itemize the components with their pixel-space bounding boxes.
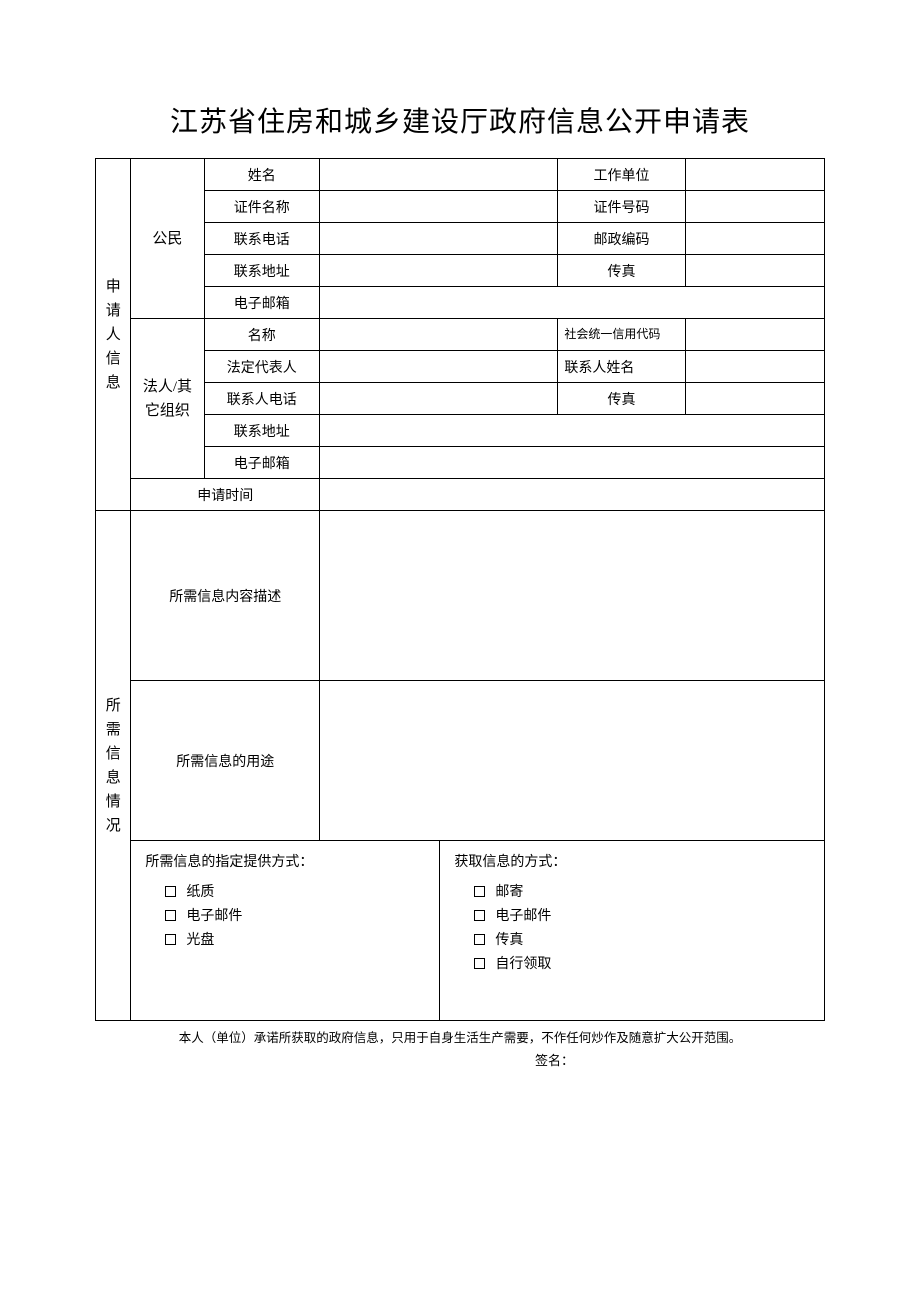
citizen-name-field[interactable] <box>320 159 558 191</box>
citizen-email-field[interactable] <box>320 287 825 319</box>
citizen-idno-label: 证件号码 <box>558 191 685 223</box>
legal-contactname-label: 联系人姓名 <box>558 351 685 383</box>
info-purpose-field[interactable] <box>320 681 825 841</box>
citizen-phone-field[interactable] <box>320 223 558 255</box>
checkbox-icon[interactable] <box>474 886 485 897</box>
provide-opt-paper[interactable]: 纸质 <box>165 881 425 901</box>
legal-rep-label: 法定代表人 <box>204 351 320 383</box>
legal-email-label: 电子邮箱 <box>204 447 320 479</box>
citizen-fax-field[interactable] <box>685 255 824 287</box>
apply-time-label: 申请时间 <box>131 479 320 511</box>
obtain-opt-pickup[interactable]: 自行领取 <box>474 953 810 973</box>
legal-fax-field[interactable] <box>685 383 824 415</box>
obtain-method-cell: 获取信息的方式： 邮寄 电子邮件 传真 自行领取 <box>440 841 825 1021</box>
checkbox-icon[interactable] <box>165 910 176 921</box>
legal-contactphone-field[interactable] <box>320 383 558 415</box>
provide-method-cell: 所需信息的指定提供方式： 纸质 电子邮件 光盘 <box>131 841 440 1021</box>
signature-label: 签名： <box>95 1050 825 1069</box>
citizen-idno-field[interactable] <box>685 191 824 223</box>
citizen-idname-label: 证件名称 <box>204 191 320 223</box>
obtain-opt-email[interactable]: 电子邮件 <box>474 905 810 925</box>
checkbox-icon[interactable] <box>165 934 176 945</box>
citizen-email-label: 电子邮箱 <box>204 287 320 319</box>
legal-name-field[interactable] <box>320 319 558 351</box>
citizen-fax-label: 传真 <box>558 255 685 287</box>
legal-addr-field[interactable] <box>320 415 825 447</box>
citizen-postcode-label: 邮政编码 <box>558 223 685 255</box>
provide-method-title: 所需信息的指定提供方式： <box>145 851 425 871</box>
application-form-table: 申请人信息 公民 姓名 工作单位 证件名称 证件号码 联系电话 邮政编码 联系地… <box>95 158 825 1021</box>
provide-opt-email[interactable]: 电子邮件 <box>165 905 425 925</box>
info-desc-field[interactable] <box>320 511 825 681</box>
checkbox-icon[interactable] <box>474 958 485 969</box>
footer-statement: 本人（单位）承诺所获取的政府信息，只用于自身生活生产需要，不作任何炒作及随意扩大… <box>95 1027 825 1046</box>
citizen-phone-label: 联系电话 <box>204 223 320 255</box>
provide-opt-cd[interactable]: 光盘 <box>165 929 425 949</box>
obtain-opt-mail[interactable]: 邮寄 <box>474 881 810 901</box>
citizen-addr-field[interactable] <box>320 255 558 287</box>
checkbox-icon[interactable] <box>474 934 485 945</box>
citizen-idname-field[interactable] <box>320 191 558 223</box>
page-title: 江苏省住房和城乡建设厅政府信息公开申请表 <box>95 100 825 140</box>
legal-name-label: 名称 <box>204 319 320 351</box>
legal-uscc-field[interactable] <box>685 319 824 351</box>
citizen-name-label: 姓名 <box>204 159 320 191</box>
info-desc-label: 所需信息内容描述 <box>131 511 320 681</box>
obtain-opt-fax[interactable]: 传真 <box>474 929 810 949</box>
obtain-method-title: 获取信息的方式： <box>454 851 810 871</box>
legal-email-field[interactable] <box>320 447 825 479</box>
legal-contactphone-label: 联系人电话 <box>204 383 320 415</box>
checkbox-icon[interactable] <box>474 910 485 921</box>
legal-contactname-field[interactable] <box>685 351 824 383</box>
citizen-workunit-field[interactable] <box>685 159 824 191</box>
legal-fax-label: 传真 <box>558 383 685 415</box>
legal-header: 法人/其它组织 <box>131 319 204 479</box>
checkbox-icon[interactable] <box>165 886 176 897</box>
citizen-workunit-label: 工作单位 <box>558 159 685 191</box>
applicant-info-header: 申请人信息 <box>96 159 131 511</box>
citizen-addr-label: 联系地址 <box>204 255 320 287</box>
citizen-postcode-field[interactable] <box>685 223 824 255</box>
legal-rep-field[interactable] <box>320 351 558 383</box>
required-info-header: 所需信息情况 <box>96 511 131 1021</box>
citizen-header: 公民 <box>131 159 204 319</box>
apply-time-field[interactable] <box>320 479 825 511</box>
info-purpose-label: 所需信息的用途 <box>131 681 320 841</box>
legal-uscc-label: 社会统一信用代码 <box>558 319 685 351</box>
legal-addr-label: 联系地址 <box>204 415 320 447</box>
